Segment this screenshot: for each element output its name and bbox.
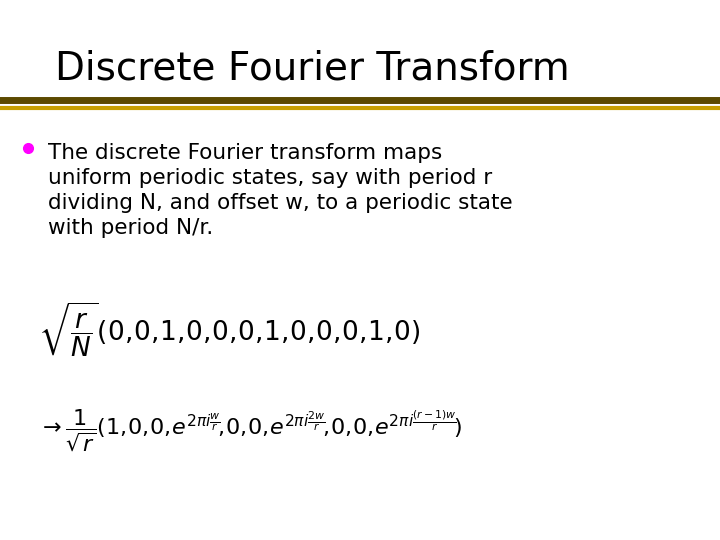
Text: Discrete Fourier Transform: Discrete Fourier Transform	[55, 49, 570, 87]
Text: The discrete Fourier transform maps: The discrete Fourier transform maps	[48, 143, 442, 163]
Text: $\rightarrow \dfrac{1}{\sqrt{r}}(1,\!0,\!0,\!e^{2\pi i\frac{w}{r}}\!,\!0,\!0,\!e: $\rightarrow \dfrac{1}{\sqrt{r}}(1,\!0,\…	[38, 407, 462, 453]
Text: uniform periodic states, say with period r: uniform periodic states, say with period…	[48, 168, 492, 188]
Text: dividing N, and offset w, to a periodic state: dividing N, and offset w, to a periodic …	[48, 193, 513, 213]
Text: $\sqrt{\dfrac{r}{N}}(0,\!0,\!1,\!0,\!0,\!0,\!1,\!0,\!0,\!0,\!1,\!0)$: $\sqrt{\dfrac{r}{N}}(0,\!0,\!1,\!0,\!0,\…	[38, 300, 420, 360]
Text: with period N/r.: with period N/r.	[48, 218, 213, 238]
